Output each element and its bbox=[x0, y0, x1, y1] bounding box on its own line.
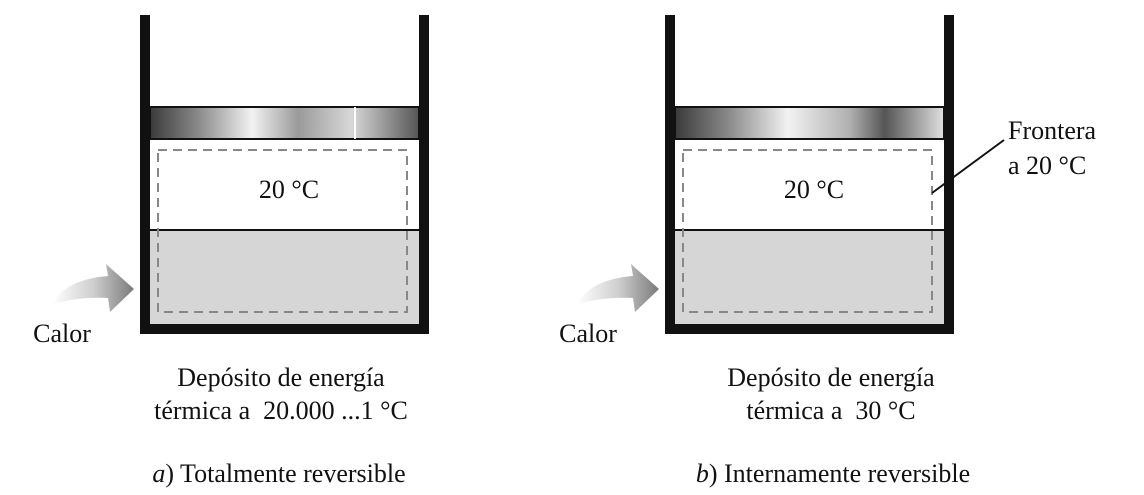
left-caption-text: ) Totalmente reversible bbox=[165, 459, 405, 488]
right-caption-text: ) Internamente reversible bbox=[709, 459, 970, 488]
boundary-label-line2: a 20 °C bbox=[1008, 151, 1086, 180]
right-caption-letter: b bbox=[696, 459, 709, 488]
right-system: 20 °C Calor Frontera a 20 °C Depósito de… bbox=[559, 15, 1097, 488]
boundary-label-line1: Frontera bbox=[1008, 116, 1097, 145]
left-gas-temperature: 20 °C bbox=[259, 175, 319, 204]
left-system-boundary bbox=[157, 149, 408, 313]
right-system-boundary bbox=[682, 149, 933, 313]
left-reservoir-line2: térmica a 20.000 ...1 °C bbox=[154, 396, 408, 425]
right-reservoir-line1: Depósito de energía bbox=[727, 363, 935, 392]
left-caption-letter: a bbox=[152, 459, 165, 488]
boundary-leader-line bbox=[931, 139, 1005, 194]
left-heat-label: Calor bbox=[33, 319, 91, 348]
left-system: 20 °C Calor Depósito de energía térmica … bbox=[33, 15, 429, 488]
right-heat-arrow bbox=[577, 264, 659, 312]
right-reservoir-line2: térmica a 30 °C bbox=[746, 396, 915, 425]
right-gas-temperature: 20 °C bbox=[784, 175, 844, 204]
right-cylinder-wall bbox=[665, 15, 954, 334]
left-liquid bbox=[150, 230, 419, 324]
left-cylinder-wall bbox=[140, 15, 429, 334]
right-heat-label: Calor bbox=[559, 319, 617, 348]
right-liquid bbox=[675, 230, 944, 324]
left-reservoir-line1: Depósito de energía bbox=[177, 363, 385, 392]
left-caption: a) Totalmente reversible bbox=[152, 459, 405, 488]
right-piston bbox=[674, 106, 945, 140]
right-caption: b) Internamente reversible bbox=[696, 459, 970, 488]
left-piston bbox=[149, 106, 420, 140]
left-heat-arrow bbox=[52, 264, 134, 312]
